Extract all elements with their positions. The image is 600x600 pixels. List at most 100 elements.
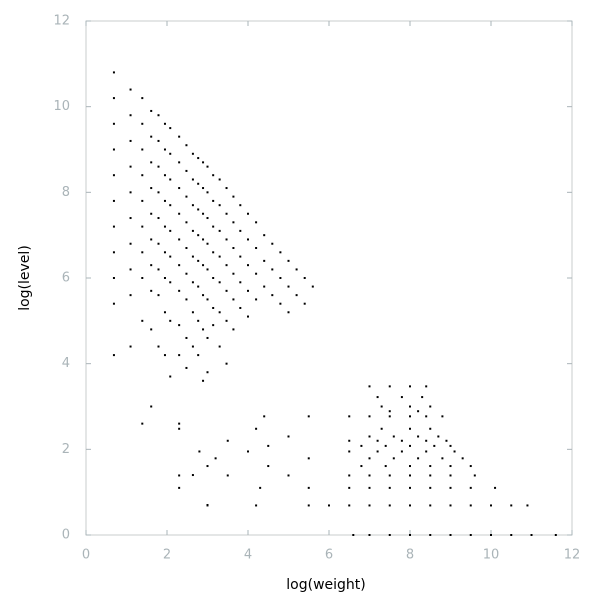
point xyxy=(112,354,115,357)
point xyxy=(510,534,513,536)
point xyxy=(247,289,249,292)
point xyxy=(212,225,215,228)
point xyxy=(267,465,270,468)
point xyxy=(129,88,132,91)
point xyxy=(112,122,115,125)
point xyxy=(212,174,215,177)
x-tick-label: 8 xyxy=(406,548,414,563)
point xyxy=(453,450,456,453)
point xyxy=(232,195,235,198)
point xyxy=(112,251,115,254)
point xyxy=(169,319,172,322)
point xyxy=(279,277,282,279)
point xyxy=(191,152,194,155)
point xyxy=(287,285,290,288)
x-tick-label: 2 xyxy=(163,548,171,563)
point xyxy=(449,474,452,477)
point xyxy=(449,486,452,489)
point xyxy=(449,504,452,507)
point xyxy=(178,238,181,241)
point xyxy=(185,336,188,339)
point xyxy=(368,435,371,438)
point xyxy=(169,178,172,181)
point xyxy=(409,415,411,418)
point xyxy=(348,504,351,507)
point xyxy=(157,294,160,297)
point xyxy=(311,285,314,288)
point xyxy=(409,486,411,489)
point xyxy=(409,385,411,388)
point xyxy=(185,272,188,275)
point xyxy=(255,221,258,224)
point xyxy=(129,114,132,117)
point xyxy=(185,247,188,250)
point xyxy=(185,298,188,301)
point xyxy=(198,450,201,453)
point xyxy=(425,385,428,388)
point xyxy=(202,161,205,164)
point xyxy=(141,251,144,254)
point xyxy=(255,427,258,430)
point xyxy=(510,504,513,507)
point xyxy=(328,504,330,507)
point xyxy=(163,122,166,125)
x-tick-label: 4 xyxy=(244,548,252,563)
point xyxy=(225,362,228,365)
point xyxy=(425,450,428,453)
point xyxy=(163,174,166,177)
point xyxy=(112,71,115,74)
point xyxy=(449,465,452,468)
point xyxy=(157,139,160,142)
point xyxy=(191,311,194,314)
point xyxy=(392,435,395,438)
point xyxy=(218,229,221,232)
point xyxy=(206,336,209,339)
point xyxy=(191,229,194,232)
point xyxy=(307,457,310,460)
point xyxy=(150,212,153,215)
plot-frame xyxy=(85,20,573,536)
point xyxy=(295,294,298,297)
point xyxy=(526,504,529,507)
point xyxy=(490,534,492,536)
point xyxy=(197,157,200,160)
point xyxy=(473,474,476,477)
point xyxy=(129,139,132,142)
point xyxy=(185,144,188,147)
point xyxy=(388,534,391,536)
point xyxy=(226,474,229,477)
point xyxy=(178,264,181,267)
point xyxy=(307,486,310,489)
point xyxy=(368,486,371,489)
point xyxy=(348,486,351,489)
point xyxy=(185,169,188,172)
point xyxy=(307,504,310,507)
point xyxy=(178,135,181,138)
x-tick-label: 6 xyxy=(325,548,333,563)
point xyxy=(206,504,209,507)
point xyxy=(255,247,258,250)
point xyxy=(129,242,132,245)
point xyxy=(352,534,355,536)
point xyxy=(376,396,379,399)
point xyxy=(279,251,282,254)
point xyxy=(348,415,351,418)
point xyxy=(214,457,217,460)
point xyxy=(141,277,144,279)
point xyxy=(141,199,144,202)
point xyxy=(202,238,205,241)
point xyxy=(206,465,209,468)
point xyxy=(263,285,266,288)
point xyxy=(112,148,115,151)
point xyxy=(141,225,144,228)
point xyxy=(287,474,290,477)
point xyxy=(112,199,115,202)
point xyxy=(178,289,181,292)
point xyxy=(271,242,274,245)
point xyxy=(202,187,205,190)
point xyxy=(247,264,249,267)
point xyxy=(255,504,258,507)
point xyxy=(112,97,115,100)
point xyxy=(409,444,411,447)
point xyxy=(271,294,274,297)
